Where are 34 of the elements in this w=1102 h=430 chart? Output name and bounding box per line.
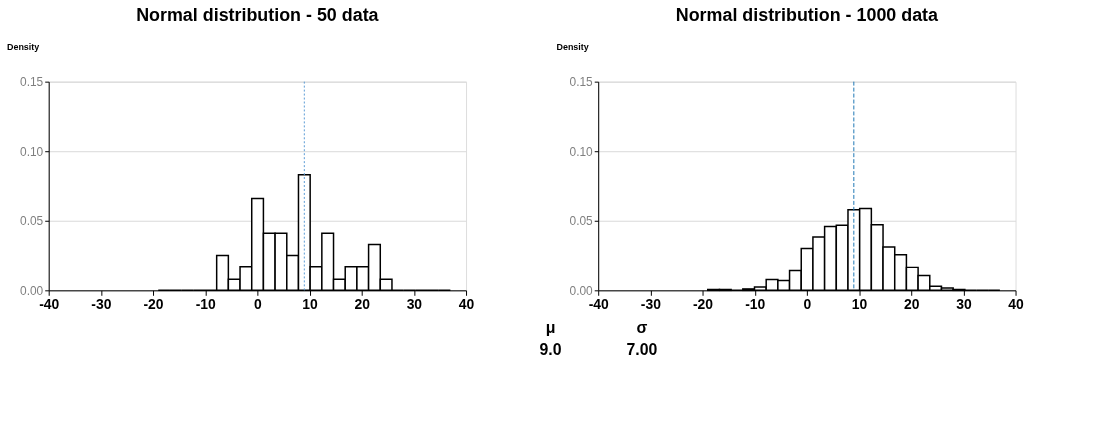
x-tick-label: 40 xyxy=(458,295,475,312)
chart-title: Normal distribution - 1000 data xyxy=(675,5,940,26)
x-tick-label: 20 xyxy=(354,295,371,312)
x-tick-label: -30 xyxy=(91,295,112,312)
y-tick-label: 0.05 xyxy=(20,214,44,229)
x-tick-label: 0 xyxy=(803,295,812,312)
x-tick-label: 20 xyxy=(903,295,920,312)
x-tick-label: -40 xyxy=(588,295,610,312)
y-axis-title: Density xyxy=(556,42,589,53)
text: σ xyxy=(636,319,648,337)
x-tick-label: 10 xyxy=(851,295,868,312)
y-tick-label: 0.15 xyxy=(569,75,594,90)
x-tick-label: 0 xyxy=(253,295,262,312)
x-tick-label: 40 xyxy=(1008,295,1025,312)
x-tick-label: 10 xyxy=(302,295,319,312)
text: 9.0 xyxy=(539,340,562,358)
x-tick-label: 30 xyxy=(406,295,423,312)
y-tick-label: 0.10 xyxy=(569,144,594,159)
x-tick-label: -20 xyxy=(692,295,714,312)
y-tick-label: 0.00 xyxy=(20,283,44,298)
x-tick-label: -10 xyxy=(745,295,766,312)
text: 7.00 xyxy=(626,340,658,358)
y-tick-label: 0.00 xyxy=(569,283,594,298)
y-tick-label: 0.05 xyxy=(569,214,594,229)
x-tick-label: -40 xyxy=(39,295,60,312)
x-tick-label: -30 xyxy=(640,295,662,312)
x-tick-label: -10 xyxy=(195,295,216,312)
x-tick-label: 30 xyxy=(956,295,972,312)
y-tick-label: 0.10 xyxy=(20,144,44,159)
y-axis-title: Density xyxy=(6,42,40,53)
y-tick-label: 0.15 xyxy=(20,75,44,90)
x-tick-label: -20 xyxy=(143,295,164,312)
text: μ xyxy=(545,319,556,337)
chart-title: Normal distribution - 50 data xyxy=(136,5,380,26)
